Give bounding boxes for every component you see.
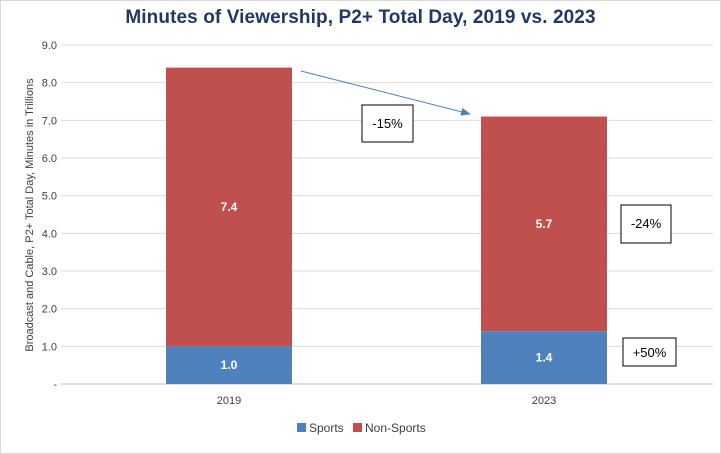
y-tick-label: 3.0	[42, 266, 57, 278]
legend-label-non-sports: Non-Sports	[365, 421, 426, 435]
y-tick-label: 6.0	[42, 153, 57, 165]
callout-text: -15%	[372, 116, 403, 131]
trend-arrow	[300, 70, 471, 116]
y-tick-label: 2.0	[42, 304, 57, 316]
callout-box: -24%	[620, 204, 672, 244]
data-label: 7.4	[221, 200, 238, 214]
bar-segment-non-sports	[166, 67, 292, 347]
y-tick-label: 5.0	[42, 191, 57, 203]
callout-text: -24%	[631, 216, 662, 231]
legend-swatch-non-sports	[353, 423, 362, 432]
y-tick-label: 7.0	[42, 115, 57, 127]
y-tick-label: -	[53, 379, 57, 391]
callout-text: +50%	[633, 345, 667, 360]
legend-label-sports: Sports	[309, 421, 344, 435]
bar-segment-sports	[166, 346, 292, 384]
y-tick-label: 1.0	[42, 341, 57, 353]
data-label: 1.4	[536, 351, 553, 365]
y-axis-title: Broadcast and Cable, P2+ Total Day, Minu…	[24, 78, 36, 352]
y-tick-label: 8.0	[42, 78, 57, 90]
callout-box: -15%	[361, 104, 414, 143]
bar-segment-sports	[481, 331, 607, 384]
legend-swatch-sports	[297, 423, 306, 432]
data-label: 5.7	[536, 217, 553, 231]
bar-segment-non-sports	[481, 116, 607, 332]
callout-box: +50%	[622, 337, 677, 367]
y-tick-label: 9.0	[42, 40, 57, 52]
legend: Sports Non-Sports	[297, 421, 426, 435]
x-tick-label: 2019	[217, 395, 241, 407]
x-tick-label: 2023	[532, 395, 556, 407]
data-label: 1.0	[221, 358, 238, 372]
y-tick-label: 4.0	[42, 228, 57, 240]
chart-title: Minutes of Viewership, P2+ Total Day, 20…	[125, 7, 596, 28]
